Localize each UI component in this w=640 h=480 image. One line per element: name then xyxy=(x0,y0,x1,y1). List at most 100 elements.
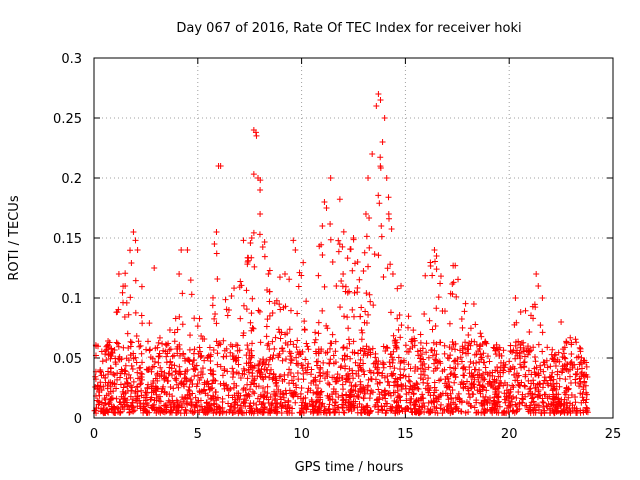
data-point xyxy=(577,348,584,355)
data-point xyxy=(271,391,278,398)
data-point xyxy=(446,384,453,391)
data-point xyxy=(434,365,441,372)
data-point xyxy=(577,390,584,397)
data-point xyxy=(441,308,448,315)
data-point xyxy=(369,345,376,352)
data-point xyxy=(340,228,347,235)
data-point xyxy=(214,350,221,357)
data-point xyxy=(505,394,512,401)
data-point xyxy=(314,397,321,404)
data-point xyxy=(359,329,366,336)
data-point xyxy=(480,370,487,377)
data-point xyxy=(130,378,137,385)
y-tick-label: 0.2 xyxy=(61,172,82,187)
data-point xyxy=(559,365,566,372)
data-point xyxy=(315,272,322,279)
data-point xyxy=(94,382,101,389)
data-point xyxy=(345,325,352,332)
data-point xyxy=(115,343,122,350)
data-point xyxy=(395,326,402,333)
data-point xyxy=(403,391,410,398)
data-point xyxy=(498,352,505,359)
data-point xyxy=(192,394,199,401)
data-point xyxy=(444,406,451,413)
data-point xyxy=(162,341,169,348)
data-point xyxy=(260,356,267,363)
data-point xyxy=(563,361,570,368)
data-point xyxy=(361,371,368,378)
data-point xyxy=(151,358,158,365)
data-point xyxy=(462,300,469,307)
data-point xyxy=(111,409,118,416)
data-point xyxy=(124,330,131,337)
data-point xyxy=(437,376,444,383)
data-point xyxy=(301,326,308,333)
data-point xyxy=(350,398,357,405)
data-point xyxy=(457,354,464,361)
data-point xyxy=(211,377,218,384)
data-point xyxy=(507,348,514,355)
data-point xyxy=(290,341,297,348)
data-point xyxy=(580,372,587,379)
data-point xyxy=(271,345,278,352)
data-point xyxy=(395,354,402,361)
data-point xyxy=(462,350,469,357)
data-point xyxy=(136,403,143,410)
data-point xyxy=(127,247,134,254)
data-point xyxy=(342,365,349,372)
data-point xyxy=(535,402,542,409)
data-point xyxy=(541,359,548,366)
data-point xyxy=(316,378,323,385)
data-point xyxy=(432,395,439,402)
data-point xyxy=(293,360,300,367)
data-point xyxy=(393,398,400,405)
data-point xyxy=(438,401,445,408)
data-point xyxy=(527,385,534,392)
data-point xyxy=(521,353,528,360)
data-point xyxy=(455,276,462,283)
data-point xyxy=(358,304,365,311)
data-point xyxy=(194,399,201,406)
data-point xyxy=(132,237,139,244)
data-point xyxy=(266,312,273,319)
data-point xyxy=(129,365,136,372)
data-point xyxy=(364,382,371,389)
data-point xyxy=(198,403,205,410)
data-point xyxy=(349,349,356,356)
data-point xyxy=(199,365,206,372)
data-point xyxy=(317,389,324,396)
data-point xyxy=(394,315,401,322)
data-point xyxy=(478,333,485,340)
data-point xyxy=(493,407,500,414)
data-point xyxy=(430,339,437,346)
data-point xyxy=(439,368,446,375)
data-point xyxy=(174,350,181,357)
data-point xyxy=(127,374,134,381)
data-point xyxy=(367,351,374,358)
data-point xyxy=(186,358,193,365)
data-point xyxy=(122,283,129,289)
data-point xyxy=(258,365,265,372)
data-point xyxy=(248,354,255,361)
data-point xyxy=(322,350,329,357)
data-point xyxy=(544,364,551,371)
data-point xyxy=(331,402,338,409)
data-point xyxy=(176,363,183,370)
data-point xyxy=(492,403,499,410)
data-point xyxy=(370,302,377,309)
data-point xyxy=(311,407,318,414)
data-point xyxy=(159,385,166,392)
data-point xyxy=(234,342,241,349)
data-point xyxy=(367,390,374,397)
chart-title: Day 067 of 2016, Rate Of TEC Index for r… xyxy=(176,21,521,36)
data-point xyxy=(548,351,555,358)
data-point xyxy=(118,366,125,373)
data-point xyxy=(360,384,367,391)
data-point xyxy=(325,380,332,387)
data-point xyxy=(375,252,382,259)
data-point xyxy=(501,408,508,415)
data-point xyxy=(168,409,175,416)
data-point xyxy=(515,338,522,345)
data-point xyxy=(155,359,162,366)
data-point xyxy=(446,355,453,362)
